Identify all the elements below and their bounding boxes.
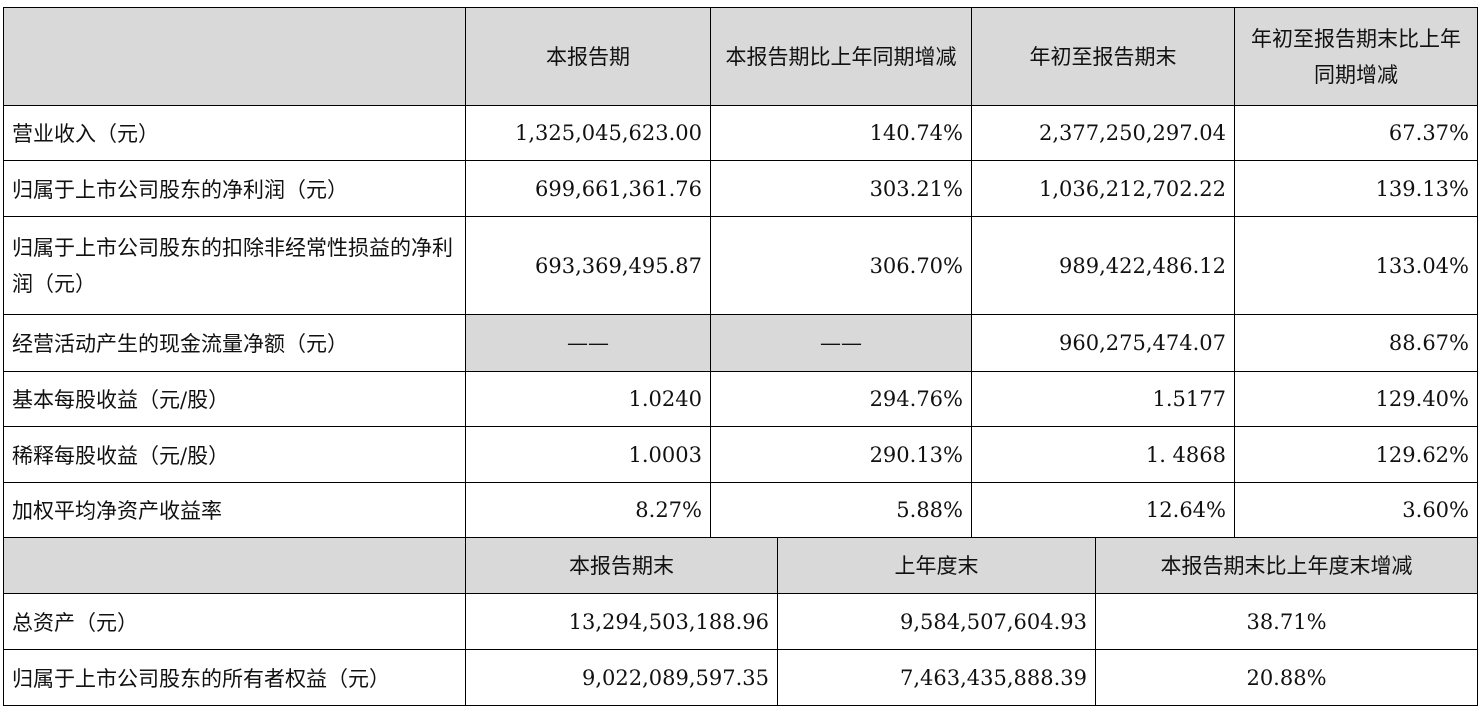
table-row: 归属于上市公司股东的扣除非经常性损益的净利润（元） 693,369,495.87… [3,216,1478,315]
row-label: 稀释每股收益（元/股） [3,426,466,483]
current-value: 1,325,045,623.00 [465,105,711,161]
row-label: 归属于上市公司股东的扣除非经常性损益的净利润（元） [3,216,466,315]
current-value: 699,661,361.76 [465,160,711,217]
table-row: 加权平均净资产收益率 8.27% 5.88% 12.64% 3.60% [3,482,1478,538]
change-value: 38.71% [1095,593,1478,650]
header-year-to-date-change: 年初至报告期末比上年同期增减 [1234,7,1478,106]
current-change: 294.76% [710,371,972,427]
ytd-change: 129.40% [1234,371,1478,427]
ytd-value: 1. 4868 [971,426,1235,483]
current-value: 693,369,495.87 [465,216,711,315]
section1-header-row: 本报告期 本报告期比上年同期增减 年初至报告期末 年初至报告期末比上年同期增减 [3,7,1478,106]
ytd-change: 133.04% [1234,216,1478,315]
header-year-to-date: 年初至报告期末 [971,7,1235,106]
header-corner [3,7,466,106]
ytd-change: 67.37% [1234,105,1478,161]
table-row: 归属于上市公司股东的净利润（元） 699,661,361.76 303.21% … [3,160,1478,217]
current-change: 140.74% [710,105,972,161]
current-value: 1.0003 [465,426,711,483]
current-change: 290.13% [710,426,972,483]
ytd-change: 139.13% [1234,160,1478,217]
current-value: 1.0240 [465,371,711,427]
current-value-placeholder: —— [465,314,711,372]
financial-summary-table: 本报告期 本报告期比上年同期增减 年初至报告期末 年初至报告期末比上年同期增减 … [3,7,1478,706]
change-value: 20.88% [1095,649,1478,706]
table-row: 总资产（元） 13,294,503,188.96 9,584,507,604.9… [3,593,1478,650]
period-end-value: 13,294,503,188.96 [465,593,778,650]
header-period-end: 本报告期末 [465,537,778,594]
current-value: 8.27% [465,482,711,538]
header-period-end-change: 本报告期末比上年度末增减 [1095,537,1478,594]
row-label: 加权平均净资产收益率 [3,482,466,538]
ytd-change: 3.60% [1234,482,1478,538]
table-row: 基本每股收益（元/股） 1.0240 294.76% 1.5177 129.40… [3,371,1478,427]
header-prior-year-end: 上年度末 [777,537,1096,594]
current-change: 303.21% [710,160,972,217]
period-end-value: 9,022,089,597.35 [465,649,778,706]
current-change-placeholder: —— [710,314,972,372]
row-label: 总资产（元） [3,593,466,650]
ytd-value: 12.64% [971,482,1235,538]
ytd-value: 2,377,250,297.04 [971,105,1235,161]
header-current-period: 本报告期 [465,7,711,106]
row-label: 归属于上市公司股东的净利润（元） [3,160,466,217]
prior-year-end-value: 9,584,507,604.93 [777,593,1096,650]
current-change: 5.88% [710,482,972,538]
ytd-value: 960,275,474.07 [971,314,1235,372]
header-current-period-change: 本报告期比上年同期增减 [710,7,972,106]
row-label: 归属于上市公司股东的所有者权益（元） [3,649,466,706]
ytd-value: 989,422,486.12 [971,216,1235,315]
ytd-value: 1.5177 [971,371,1235,427]
ytd-change: 88.67% [1234,314,1478,372]
table-row: 营业收入（元） 1,325,045,623.00 140.74% 2,377,2… [3,105,1478,161]
row-label: 经营活动产生的现金流量净额（元） [3,314,466,372]
header-corner [3,537,466,594]
ytd-change: 129.62% [1234,426,1478,483]
row-label: 营业收入（元） [3,105,466,161]
table-row: 经营活动产生的现金流量净额（元） —— —— 960,275,474.07 88… [3,314,1478,372]
section2-header-row: 本报告期末 上年度末 本报告期末比上年度末增减 [3,537,1478,594]
current-change: 306.70% [710,216,972,315]
prior-year-end-value: 7,463,435,888.39 [777,649,1096,706]
ytd-value: 1,036,212,702.22 [971,160,1235,217]
table-row: 归属于上市公司股东的所有者权益（元） 9,022,089,597.35 7,46… [3,649,1478,706]
row-label: 基本每股收益（元/股） [3,371,466,427]
table-row: 稀释每股收益（元/股） 1.0003 290.13% 1. 4868 129.6… [3,426,1478,483]
